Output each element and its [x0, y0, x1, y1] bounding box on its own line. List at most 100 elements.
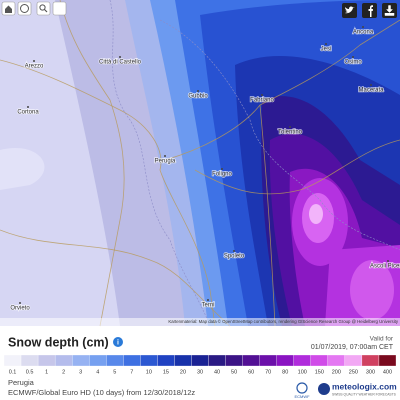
city-dot: [221, 168, 223, 170]
legend-label: 7: [130, 369, 133, 375]
legend-label: 10: [146, 369, 152, 375]
legend-swatch: [361, 354, 380, 367]
zoom-icon: [44, 9, 48, 13]
legend-swatch: [89, 354, 107, 367]
legend-title: Snow depth (cm): [8, 335, 109, 349]
city-dot: [289, 126, 291, 128]
road: [0, 229, 231, 327]
city-dot: [261, 94, 263, 96]
legend-swatch: [174, 354, 192, 367]
legend-swatch: [208, 354, 226, 367]
city-dot: [325, 43, 327, 45]
city-label: Città di Castello: [99, 60, 142, 66]
legend-panel: Snow depth (cm) i Valid for 01/07/2019, …: [3, 335, 397, 399]
valid-datetime: 01/07/2019, 07:00am CET: [311, 344, 394, 351]
globe-button[interactable]: [17, 1, 32, 16]
legend-label: 80: [282, 369, 288, 375]
legend-swatch: [3, 354, 22, 367]
legend-label: 60: [248, 369, 254, 375]
city-dot: [362, 26, 364, 28]
legend-swatch: [191, 354, 209, 367]
road: [164, 19, 400, 161]
city-dot: [33, 60, 35, 62]
globe-icon: [20, 4, 29, 13]
legend-swatch: [310, 354, 328, 367]
legend-swatch: [293, 354, 311, 367]
city-label: Fabriano: [250, 98, 274, 104]
road: [259, 104, 276, 327]
snow-area: [309, 204, 323, 224]
home-icon: [5, 5, 12, 13]
legend-label: 1: [45, 369, 48, 375]
borders: [109, 0, 400, 327]
city-dot: [387, 260, 389, 262]
location: Perugia: [8, 378, 35, 387]
download-icon: [384, 5, 395, 16]
zoom-icon: [39, 4, 46, 11]
city-dot: [207, 299, 209, 301]
city-dot: [119, 56, 121, 58]
legend-label: 40: [214, 369, 220, 375]
legend-bar: 0.1 0.5 1 2 3 4 5 7 10 15 20 30 40 50 60 70 80 100 150 200 2…: [3, 354, 397, 375]
legend-label: 200: [332, 369, 341, 375]
city-dot: [164, 155, 166, 157]
city-dot: [197, 90, 199, 92]
border: [109, 0, 211, 327]
city-dot: [233, 250, 235, 252]
legend-swatch: [327, 354, 346, 367]
city-label: Foligno: [212, 172, 232, 178]
ecmwf-text: ECMWF: [294, 394, 310, 399]
road: [59, 0, 125, 327]
zoom-button[interactable]: [36, 1, 51, 16]
legend-swatch: [344, 354, 363, 367]
city-label: Gubbio: [188, 94, 208, 100]
city-label: Tolentino: [278, 130, 303, 136]
legend-label: 70: [265, 369, 271, 375]
border: [159, 19, 400, 251]
snow-area: [0, 148, 45, 190]
facebook-icon: [368, 5, 373, 17]
legend-label: 50: [231, 369, 237, 375]
twitter-icon: [345, 6, 355, 14]
city-label: Spoleto: [224, 254, 245, 260]
legend-label: 5: [113, 369, 116, 375]
city-dot: [19, 302, 21, 304]
attribution: Kartenmaterial: Map data © OpenStreetMap…: [168, 319, 398, 324]
legend-label: 30: [197, 369, 203, 375]
city-label: Jesi: [321, 47, 332, 53]
legend-swatch: [140, 354, 158, 367]
layer-button[interactable]: [52, 1, 67, 16]
legend-swatch: [242, 354, 260, 367]
legend-swatch: [54, 354, 73, 367]
legend-swatch: [157, 354, 175, 367]
legend-label: 3: [79, 369, 82, 375]
city-label: Ascoli Piceno: [370, 264, 400, 270]
legend-label: 4: [96, 369, 99, 375]
legend-label: 100: [298, 369, 307, 375]
attribution-bg: [0, 318, 400, 326]
valid-label: Valid for: [370, 336, 394, 343]
map: Arezzo Città di Castello Cortona Gubbio Peru…: [0, 0, 400, 327]
legend-swatch: [72, 354, 90, 367]
road: [194, 139, 400, 195]
model-info: ECMWF/Global Euro HD (10 days) from 12/3…: [8, 388, 195, 397]
legend-label: 20: [180, 369, 186, 375]
brand-logo: [318, 383, 330, 395]
legend-label: 250: [349, 369, 358, 375]
legend-swatch: [106, 354, 124, 367]
snow-area: [350, 260, 394, 320]
legend-swatch: [378, 354, 397, 367]
legend-label: 0.5: [26, 369, 34, 375]
legend-swatch: [20, 354, 39, 367]
legend-swatch: [37, 354, 56, 367]
city-label: Perugia: [155, 159, 176, 165]
legend-swatch: [276, 354, 294, 367]
info-button[interactable]: [113, 337, 123, 347]
city-label: Osimo: [344, 60, 362, 66]
city-label: Ancona: [353, 30, 374, 36]
city-dot: [370, 84, 372, 86]
legend-label: 400: [383, 369, 392, 375]
city-dot: [352, 56, 354, 58]
legend-label: 300: [366, 369, 375, 375]
legend-label: 15: [163, 369, 169, 375]
